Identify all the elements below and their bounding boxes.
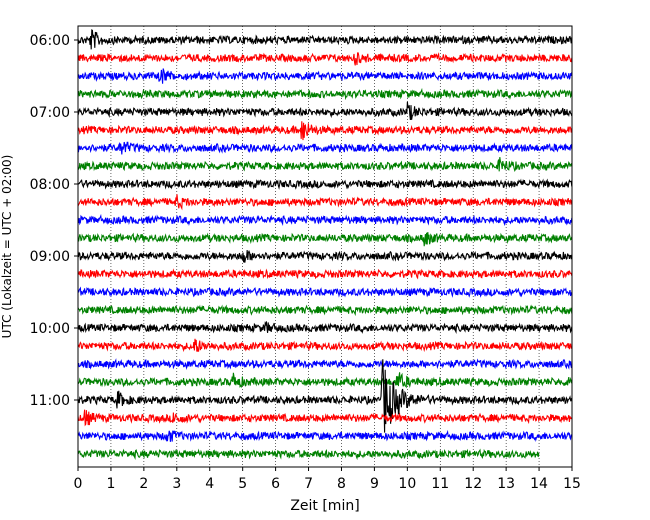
trace-1030 (77, 358, 573, 370)
x-axis-ticks: 0 1 2 3 4 5 6 7 8 9 10 11 12 13 14 15 (74, 467, 581, 492)
x-tick-label: 3 (172, 476, 181, 492)
y-axis-ticks: 06:00 07:00 08:00 09:00 10:00 11:00 (30, 33, 78, 409)
trace-0730 (77, 141, 573, 155)
trace-1015 (77, 338, 573, 353)
trace-0615 (77, 52, 573, 66)
x-tick-label: 5 (238, 476, 247, 492)
trace-0745 (77, 157, 573, 172)
trace-1045 (77, 372, 573, 389)
x-tick-label: 11 (431, 476, 449, 492)
trace-0645 (77, 87, 573, 101)
trace-0915 (77, 268, 573, 280)
trace-0900 (77, 250, 573, 263)
trace-0700 (77, 101, 573, 121)
x-tick-label: 12 (464, 476, 482, 492)
seismogram-traces (77, 29, 573, 461)
y-tick-label: 11:00 (30, 393, 70, 409)
y-tick-label: 07:00 (30, 105, 70, 121)
trace-1130 (78, 429, 573, 442)
x-tick-label: 4 (205, 476, 214, 492)
x-tick-label: 13 (497, 476, 515, 492)
x-tick-label: 9 (370, 476, 379, 492)
trace-1145 (77, 448, 540, 461)
trace-1100 (77, 359, 573, 433)
x-tick-label: 1 (106, 476, 115, 492)
plot-frame (77, 25, 573, 468)
trace-0600 (77, 29, 573, 50)
x-axis-label: Zeit [min] (290, 498, 359, 514)
trace-1000 (77, 321, 573, 335)
x-tick-label: 15 (563, 476, 581, 492)
trace-0945 (77, 304, 573, 317)
trace-0845 (77, 232, 573, 247)
y-axis-label: UTC (Lokalzeit = UTC + 02:00) (0, 155, 14, 339)
trace-0800 (77, 178, 573, 190)
x-tick-label: 6 (271, 476, 280, 492)
x-tick-label: 10 (398, 476, 416, 492)
trace-1115 (77, 409, 573, 427)
trace-0815 (77, 194, 573, 211)
trace-0930 (77, 286, 573, 298)
trace-0715 (77, 121, 573, 141)
trace-0830 (77, 213, 573, 227)
y-tick-label: 09:00 (30, 249, 70, 265)
x-tick-label: 14 (530, 476, 548, 492)
x-tick-label: 0 (74, 476, 83, 492)
x-tick-label: 8 (337, 476, 346, 492)
x-tick-label: 2 (139, 476, 148, 492)
trace-0630 (77, 68, 573, 84)
y-tick-label: 06:00 (30, 33, 70, 49)
x-tick-label: 7 (304, 476, 313, 492)
y-tick-label: 10:00 (30, 321, 70, 337)
y-tick-label: 08:00 (30, 177, 70, 193)
